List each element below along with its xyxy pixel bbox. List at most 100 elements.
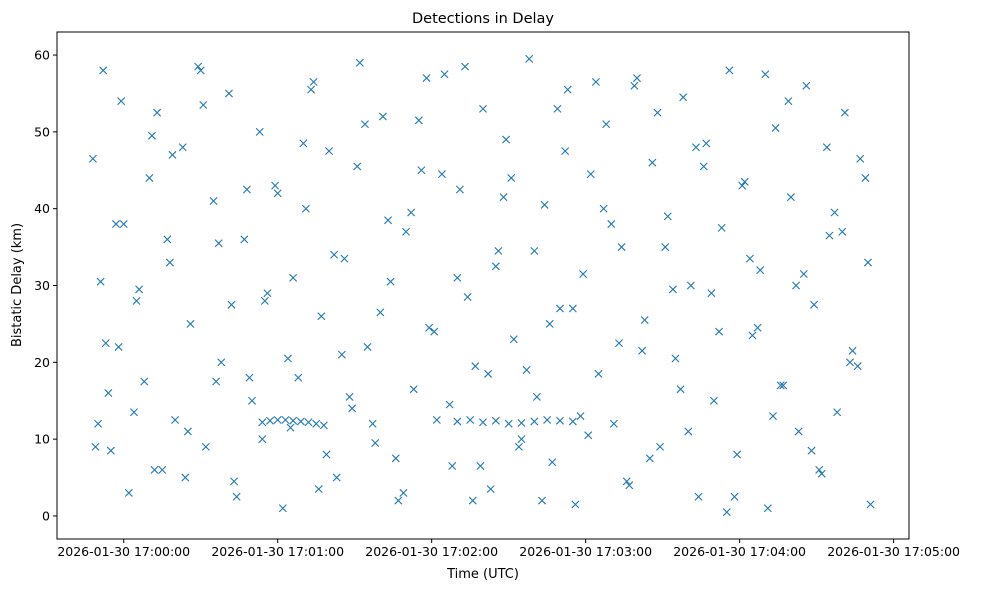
- data-point: [794, 427, 803, 436]
- data-point: [101, 339, 110, 348]
- data-point: [468, 496, 477, 505]
- data-point: [307, 85, 316, 94]
- data-point: [484, 369, 493, 378]
- data-point: [507, 173, 516, 182]
- x-tick-label: 2026-01-30 17:05:00: [827, 544, 960, 559]
- data-point: [278, 504, 287, 513]
- data-point: [671, 354, 680, 363]
- data-point: [486, 485, 495, 494]
- data-point: [432, 415, 441, 424]
- data-point: [332, 473, 341, 482]
- data-point: [555, 416, 564, 425]
- data-point: [615, 339, 624, 348]
- data-point: [848, 346, 857, 355]
- y-axis-ticks: 0 10 20 30 40 50 60: [34, 48, 57, 523]
- data-point: [499, 193, 508, 202]
- data-point: [309, 77, 318, 86]
- data-point: [607, 220, 616, 229]
- data-point: [132, 296, 141, 305]
- data-point: [840, 108, 849, 117]
- x-tick-label: 2026-01-30 17:02:00: [365, 544, 498, 559]
- data-point: [289, 416, 298, 425]
- data-point: [815, 465, 824, 474]
- data-point: [599, 204, 608, 213]
- data-point: [845, 358, 854, 367]
- data-point: [514, 442, 523, 451]
- data-point: [807, 446, 816, 455]
- data-point: [258, 435, 267, 444]
- data-point: [738, 181, 747, 190]
- data-point: [830, 208, 839, 217]
- data-point: [360, 120, 369, 129]
- data-point: [345, 392, 354, 401]
- y-tick-label: 50: [34, 124, 50, 139]
- data-point: [266, 416, 274, 425]
- data-point: [733, 450, 742, 459]
- data-point: [645, 454, 654, 463]
- data-point: [371, 438, 380, 447]
- data-point: [245, 373, 254, 382]
- x-tick-label: 2026-01-30 17:00:00: [57, 544, 190, 559]
- data-point: [171, 415, 180, 424]
- data-point: [353, 162, 362, 171]
- data-point: [453, 417, 462, 426]
- x-axis-label: Time (UTC): [446, 567, 519, 582]
- data-point: [319, 421, 328, 430]
- data-point: [248, 396, 257, 405]
- data-point: [273, 415, 282, 424]
- y-tick-label: 0: [42, 508, 50, 523]
- data-point: [753, 323, 762, 332]
- data-point: [810, 300, 819, 309]
- data-point: [117, 97, 126, 106]
- data-point: [602, 120, 611, 129]
- data-point: [491, 416, 500, 425]
- data-point: [273, 189, 282, 198]
- data-point: [825, 231, 834, 240]
- data-point: [322, 450, 331, 459]
- data-point: [99, 66, 108, 75]
- data-point: [129, 408, 138, 417]
- data-point: [112, 220, 121, 229]
- data-point: [163, 235, 172, 244]
- data-point: [178, 143, 187, 152]
- data-point: [663, 212, 672, 221]
- data-point: [445, 400, 454, 409]
- data-point: [722, 508, 731, 517]
- data-point: [502, 135, 511, 144]
- data-point: [776, 381, 785, 390]
- data-point: [861, 173, 870, 182]
- data-point: [283, 354, 292, 363]
- data-point: [563, 85, 572, 94]
- data-point: [376, 308, 385, 317]
- data-point: [532, 392, 541, 401]
- data-point: [407, 208, 416, 217]
- data-point: [661, 243, 670, 252]
- data-point: [676, 385, 685, 394]
- data-point: [363, 342, 372, 351]
- data-point: [740, 177, 749, 186]
- data-point: [448, 462, 457, 471]
- data-point: [430, 327, 439, 336]
- data-point: [568, 304, 577, 313]
- data-point: [186, 319, 195, 328]
- data-point: [768, 412, 777, 421]
- x-tick-label: 2026-01-30 17:03:00: [519, 544, 652, 559]
- data-point: [668, 285, 677, 294]
- y-tick-label: 10: [34, 432, 50, 447]
- data-point: [632, 74, 641, 83]
- data-point: [124, 488, 133, 497]
- data-point: [201, 442, 210, 451]
- data-point: [579, 269, 588, 278]
- data-point: [455, 185, 464, 194]
- data-point: [694, 492, 703, 501]
- data-point: [301, 204, 310, 213]
- data-point: [150, 465, 159, 474]
- data-points: [88, 54, 875, 517]
- data-point: [517, 435, 526, 444]
- data-point: [355, 58, 364, 67]
- data-point: [209, 197, 218, 205]
- data-point: [571, 500, 580, 509]
- data-point: [91, 442, 100, 451]
- data-point: [378, 112, 387, 121]
- data-point: [561, 147, 570, 156]
